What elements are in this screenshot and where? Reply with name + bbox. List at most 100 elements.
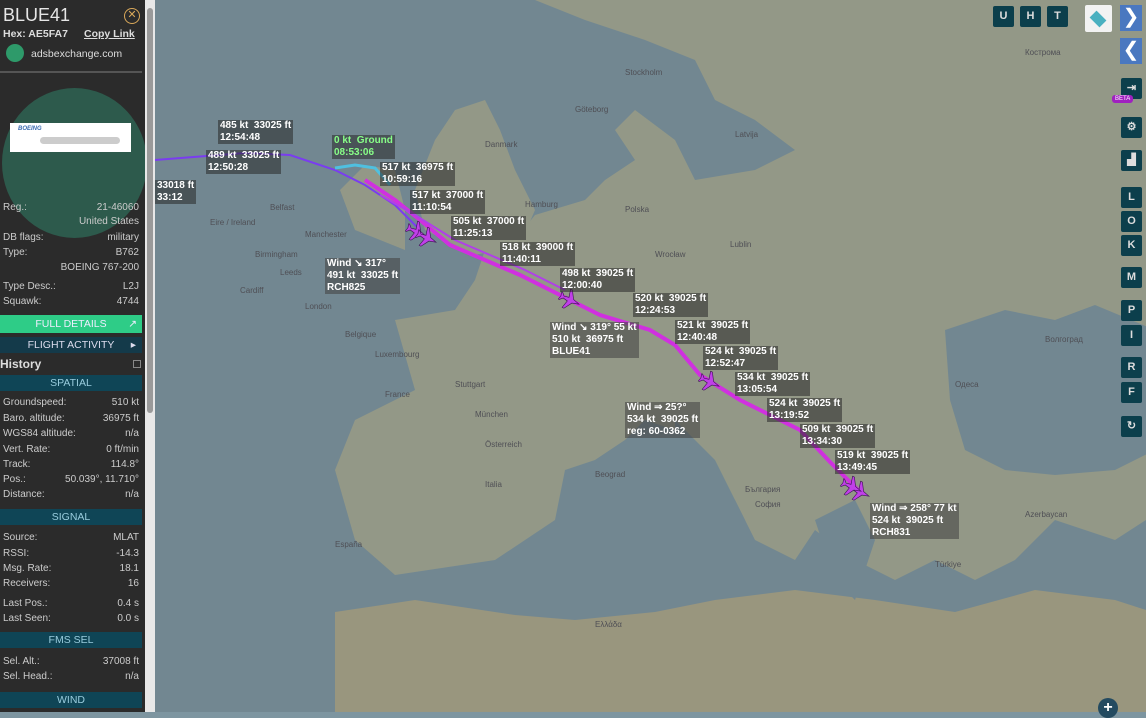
track-point-label: 498 kt 39025 ft 12:00:40 xyxy=(560,268,636,292)
aircraft-tag[interactable]: Wind ⇒ 258° 77 kt 524 kt 39025 ft RCH831 xyxy=(870,503,959,539)
track-point-label: 521 kt 39025 ft 12:40:48 xyxy=(675,320,751,344)
beta-badge: BETA xyxy=(1112,95,1134,103)
prev-button[interactable]: ❮ xyxy=(1120,38,1142,64)
flight-activity-button[interactable]: FLIGHT ACTIVITY ▸ xyxy=(0,337,142,353)
info-row: Receivers: 16 xyxy=(3,578,139,590)
map-place-label: Belgique xyxy=(345,330,377,339)
map-place-label: Türkiye xyxy=(935,560,962,569)
info-row: Distance: n/a xyxy=(3,489,139,501)
map-place-label: Italia xyxy=(485,480,502,489)
close-icon[interactable]: ✕ xyxy=(124,8,140,24)
toolbar-button-m[interactable]: M xyxy=(1121,267,1142,288)
info-row: RSSI: -14.3 xyxy=(3,548,139,560)
info-row: Sel. Head.: n/a xyxy=(3,671,139,683)
track-point-label: 489 kt 33025 ft 12:50:28 xyxy=(206,150,282,174)
next-button[interactable]: ❯ xyxy=(1120,5,1142,31)
info-row: Pos.: 50.039°, 11.710° xyxy=(3,474,139,486)
flight-activity-label: FLIGHT ACTIVITY xyxy=(27,339,115,351)
map-place-label: Stuttgart xyxy=(455,380,486,389)
aircraft-tag[interactable]: Wind ↘ 319° 55 kt 510 kt 36975 ft BLUE41 xyxy=(550,322,639,358)
toolbar-button-i[interactable]: I xyxy=(1121,325,1142,346)
stats-button[interactable]: ▟ xyxy=(1121,150,1142,171)
full-details-button[interactable]: FULL DETAILS ↗ xyxy=(0,315,142,333)
row-label: DB flags: xyxy=(3,232,44,243)
map-place-label: Ελλάδα xyxy=(595,620,622,629)
row-value: n/a xyxy=(125,489,139,500)
row-label: Source: xyxy=(3,532,38,543)
track-point-label: 519 kt 39025 ft 13:49:45 xyxy=(835,450,911,474)
login-button[interactable]: ⇥ xyxy=(1121,78,1142,99)
track-point-label: 0 kt Ground 08:53:06 xyxy=(332,135,395,159)
aircraft-tag[interactable]: Wind ↘ 317° 491 kt 33025 ft RCH825 xyxy=(325,258,401,294)
replay-icon: ↻ xyxy=(1126,420,1137,432)
toolbar-button-l[interactable]: L xyxy=(1121,187,1142,208)
track-point-label: 524 kt 39025 ft 12:52:47 xyxy=(703,346,779,370)
row-value: 18.1 xyxy=(119,563,139,574)
row-value: n/a xyxy=(125,671,139,682)
map-place-label: Beograd xyxy=(595,470,626,479)
row-value: BOEING 767-200 xyxy=(60,262,139,273)
track-point-label: 485 kt 33025 ft 12:54:48 xyxy=(218,120,294,144)
aircraft-tag[interactable]: Wind ⇒ 25?° 534 kt 39025 ft reg: 60-0362 xyxy=(625,402,701,438)
photo-brand: BOEING xyxy=(18,126,42,132)
aircraft-icon[interactable] xyxy=(838,473,865,500)
row-label: WGS84 altitude: xyxy=(3,428,76,439)
map-place-label: Волгоград xyxy=(1045,335,1083,344)
aircraft-photo[interactable]: BOEING xyxy=(10,123,131,152)
row-value: 50.039°, 11.710° xyxy=(65,474,139,485)
toolbar-button-p[interactable]: P xyxy=(1121,300,1142,321)
row-label: Distance: xyxy=(3,489,45,500)
map-place-label: Cardiff xyxy=(240,286,264,295)
toolbar-button-o[interactable]: O xyxy=(1121,211,1142,232)
row-label: Vert. Rate: xyxy=(3,444,51,455)
row-value: n/a xyxy=(125,428,139,439)
row-label: Type: xyxy=(3,247,28,258)
flight-tracks xyxy=(155,151,871,501)
settings-button[interactable]: ⚙ xyxy=(1121,117,1142,138)
row-value: 0 ft/min xyxy=(106,444,139,455)
hex-label: Hex: AE5FA7 xyxy=(3,28,68,40)
zoom-in-button[interactable]: + xyxy=(1098,698,1118,718)
map-place-label: München xyxy=(475,410,508,419)
map-place-label: Кострома xyxy=(1025,48,1061,57)
map-place-label: Eire / Ireland xyxy=(210,218,256,227)
copy-link[interactable]: Copy Link xyxy=(84,28,135,40)
row-label: Sel. Alt.: xyxy=(3,656,40,667)
track-point-label: 524 kt 39025 ft 13:19:52 xyxy=(767,398,843,422)
toolbar-button-h[interactable]: H xyxy=(1020,6,1041,27)
info-row: DB flags: military xyxy=(3,232,139,244)
row-label: Receivers: xyxy=(3,578,51,589)
aircraft-icon[interactable] xyxy=(413,224,440,251)
aircraft-icon[interactable] xyxy=(696,368,723,395)
row-label: Squawk: xyxy=(3,296,42,307)
row-value: -14.3 xyxy=(116,548,139,559)
map-layers-button[interactable] xyxy=(1085,5,1112,32)
map[interactable]: Eire / Ireland Belfast Manchester Birmingha… xyxy=(155,0,1146,712)
source-link[interactable]: adsbexchange.com xyxy=(31,48,123,60)
toolbar-button-t[interactable]: T xyxy=(1047,6,1068,27)
scrollbar-thumb[interactable] xyxy=(147,8,153,413)
row-value: military xyxy=(107,232,139,243)
row-value: 0.4 s xyxy=(117,598,139,609)
info-row: Last Seen: 0.0 s xyxy=(3,613,139,625)
info-row: Sel. Alt.: 37008 ft xyxy=(3,656,139,668)
toolbar-button-u[interactable]: U xyxy=(993,6,1014,27)
row-label: Last Seen: xyxy=(3,613,51,624)
gear-icon: ⚙ xyxy=(1126,121,1137,133)
track-point-label: 505 kt 37000 ft 11:25:13 xyxy=(451,216,527,240)
map-place-label: Azerbaycan xyxy=(1025,510,1068,519)
info-row: Squawk: 4744 xyxy=(3,296,139,308)
aircraft-icon[interactable] xyxy=(403,218,430,245)
podium-icon: ▟ xyxy=(1127,154,1136,166)
row-label: Sel. Head.: xyxy=(3,671,53,682)
map-place-label: Belfast xyxy=(270,203,295,212)
hex-label-text: Hex: xyxy=(3,28,26,40)
toolbar-button-f[interactable]: F xyxy=(1121,382,1142,403)
toolbar-button-k[interactable]: K xyxy=(1121,235,1142,256)
sidebar-scrollbar[interactable] xyxy=(145,0,155,712)
replay-button[interactable]: ↻ xyxy=(1121,416,1142,437)
toolbar-button-r[interactable]: R xyxy=(1121,357,1142,378)
history-checkbox[interactable] xyxy=(133,360,141,368)
plane-image xyxy=(40,137,120,144)
map-place-label: Leeds xyxy=(280,268,302,277)
